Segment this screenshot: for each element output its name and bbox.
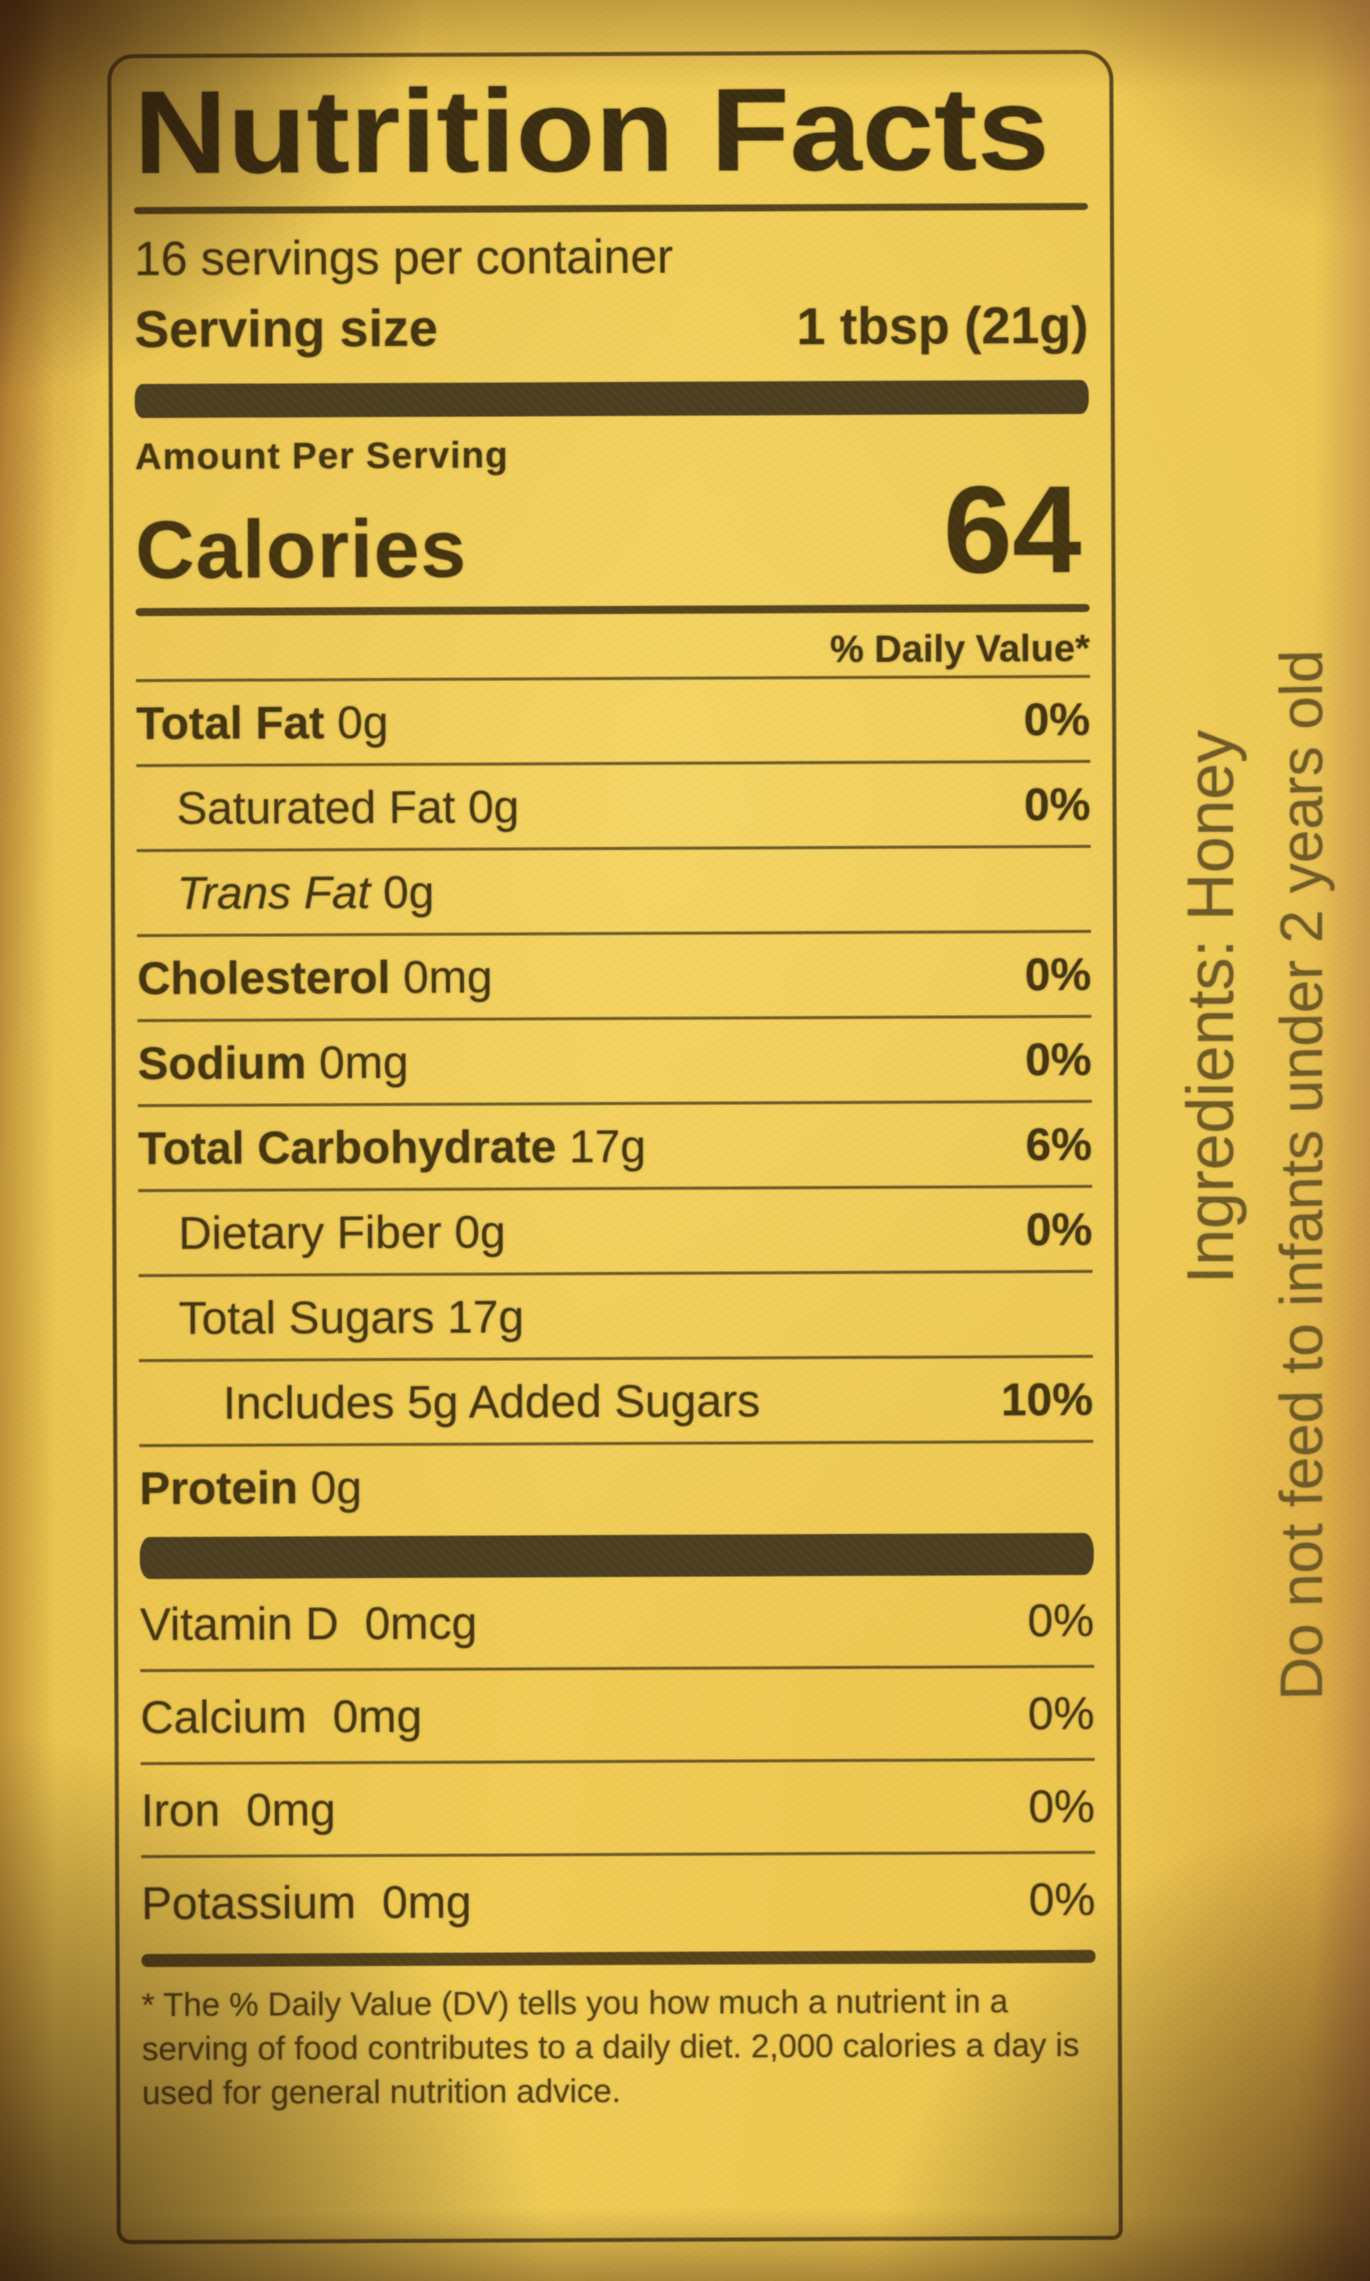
calories-value: 64 <box>943 461 1082 600</box>
nutrition-facts-title: Nutrition Facts <box>133 63 1050 200</box>
nutrient-amount: 0g <box>297 1460 363 1514</box>
micronutrient-daily-value: 0% <box>1027 1686 1095 1740</box>
nutrient-amount: 0g <box>441 1205 506 1258</box>
nutrient-name: Saturated Fat <box>176 780 456 834</box>
micronutrient-amount: 0mg <box>246 1783 336 1836</box>
nutrient-name-amount: Total Fat 0g <box>136 696 388 749</box>
nutrient-row: Total Carbohydrate 17g 6% <box>137 1099 1093 1189</box>
nutrient-name: Protein <box>139 1461 299 1514</box>
nutrient-amount: 0mg <box>390 950 493 1003</box>
micronutrient-name-amount: Calcium 0mg <box>140 1690 422 1743</box>
serving-size-value: 1 tbsp (21g) <box>796 297 1089 357</box>
nutrient-name-amount: Dietary Fiber 0g <box>138 1205 505 1259</box>
thick-divider-bar <box>134 380 1089 419</box>
nutrient-row: Trans Fat 0g <box>136 844 1092 934</box>
nutrient-amount: 0g <box>324 695 389 749</box>
micronutrient-name: Vitamin D <box>139 1597 339 1650</box>
micronutrient-row: Vitamin D 0mcg 0% <box>140 1575 1094 1669</box>
nutrient-name-amount: Total Carbohydrate 17g <box>138 1120 646 1174</box>
calories-row: Calories 64 <box>135 461 1089 600</box>
nutrient-name: Trans Fat <box>176 865 371 919</box>
nutrient-name-amount: Sodium 0mg <box>138 1036 409 1089</box>
nutrient-amount: 17g <box>556 1119 646 1173</box>
footnote-divider <box>141 1949 1096 1967</box>
nutrient-daily-value: 10% <box>1000 1372 1094 1426</box>
serving-size-label: Serving size <box>134 300 439 360</box>
nutrient-daily-value: 0% <box>1025 1032 1092 1086</box>
nutrient-row: Total Fat 0g 0% <box>135 674 1091 764</box>
nutrient-row: Dietary Fiber 0g 0% <box>138 1184 1093 1274</box>
micronutrient-rows: Vitamin D 0mcg 0% Calcium 0mg 0% Iron 0mg 0% Pota… <box>140 1575 1096 1948</box>
nutrient-row: Sodium 0mg 0% <box>137 1014 1092 1104</box>
nutrient-name: Total Sugars <box>178 1290 435 1344</box>
serving-size-row: Serving size 1 tbsp (21g) <box>134 296 1088 360</box>
calories-divider <box>135 603 1090 616</box>
micronutrient-name: Calcium <box>140 1690 307 1743</box>
micronutrient-daily-value: 0% <box>1027 1593 1095 1647</box>
nutrient-row: Protein 0g <box>139 1439 1094 1529</box>
micronutrient-name: Iron <box>140 1783 221 1836</box>
ingredients-vertical-text: Ingredients: Honey <box>1173 730 1247 1285</box>
nutrient-name-amount: Protein 0g <box>139 1461 362 1514</box>
micronutrient-daily-value: 0% <box>1028 1872 1096 1926</box>
micronutrient-amount: 0mcg <box>364 1596 478 1649</box>
nutrient-name-amount: Includes 5g Added Sugars <box>139 1374 760 1429</box>
nutrient-name: Cholesterol <box>137 950 391 1004</box>
nutrient-amount: 17g <box>434 1290 525 1343</box>
micronutrient-name: Potassium <box>141 1875 357 1929</box>
nutrient-name: Dietary Fiber <box>178 1205 442 1259</box>
micronutrient-row: Iron 0mg 0% <box>140 1757 1096 1855</box>
micronutrient-name-amount: Vitamin D 0mcg <box>140 1596 477 1649</box>
nutrient-daily-value: 0% <box>1024 947 1092 1001</box>
nutrient-daily-value: 0% <box>1023 692 1091 746</box>
nutrient-amount: 0g <box>370 865 435 918</box>
micronutrient-name-amount: Potassium 0mg <box>141 1875 471 1928</box>
micronutrient-amount: 0mg <box>332 1689 423 1743</box>
nutrient-daily-value: 0% <box>1025 1202 1093 1256</box>
nutrient-row: Cholesterol 0mg 0% <box>137 929 1092 1019</box>
micronutrient-row: Potassium 0mg 0% <box>141 1850 1096 1948</box>
servings-per-container: 16 servings per container <box>134 231 674 287</box>
nutrient-row: Total Sugars 17g <box>138 1269 1093 1359</box>
infant-warning-vertical-text: Do not feed to infants under 2 years old <box>1268 649 1335 1701</box>
nutrient-rows: Total Fat 0g 0% Saturated Fat 0g 0% Trans Fa… <box>135 674 1094 1529</box>
nutrient-name: Total Fat <box>136 696 325 749</box>
nutrient-name: Sodium <box>137 1036 307 1089</box>
nutrient-amount: 0mg <box>306 1035 409 1089</box>
thick-divider-bar-2 <box>139 1532 1094 1579</box>
nutrient-amount: 0g <box>455 780 520 833</box>
nutrient-name: Includes 5g Added Sugars <box>222 1374 761 1429</box>
nutrient-row: Saturated Fat 0g 0% <box>136 759 1091 849</box>
daily-value-footnote: * The % Daily Value (DV) tells you how m… <box>141 1982 1080 2112</box>
title-divider <box>133 203 1088 215</box>
micronutrient-amount: 0mg <box>381 1875 472 1928</box>
micronutrient-name-amount: Iron 0mg <box>141 1783 336 1836</box>
nutrient-row: Includes 5g Added Sugars 10% <box>138 1354 1094 1444</box>
nutrient-name: Total Carbohydrate <box>137 1120 557 1174</box>
nutrient-name-amount: Trans Fat 0g <box>137 866 435 919</box>
nutrient-name-amount: Total Sugars 17g <box>139 1290 524 1344</box>
micronutrient-row: Calcium 0mg 0% <box>140 1664 1095 1762</box>
nutrient-name-amount: Cholesterol 0mg <box>137 950 493 1004</box>
micronutrient-daily-value: 0% <box>1028 1779 1095 1833</box>
nutrient-daily-value: 6% <box>1025 1117 1093 1171</box>
nutrient-daily-value: 0% <box>1023 777 1091 831</box>
nutrition-facts-panel: Nutrition Facts 16 servings per containe… <box>107 49 1123 2245</box>
calories-label: Calories <box>135 503 468 596</box>
daily-value-header: % Daily Value* <box>829 627 1090 671</box>
nutrient-name-amount: Saturated Fat 0g <box>136 780 519 834</box>
